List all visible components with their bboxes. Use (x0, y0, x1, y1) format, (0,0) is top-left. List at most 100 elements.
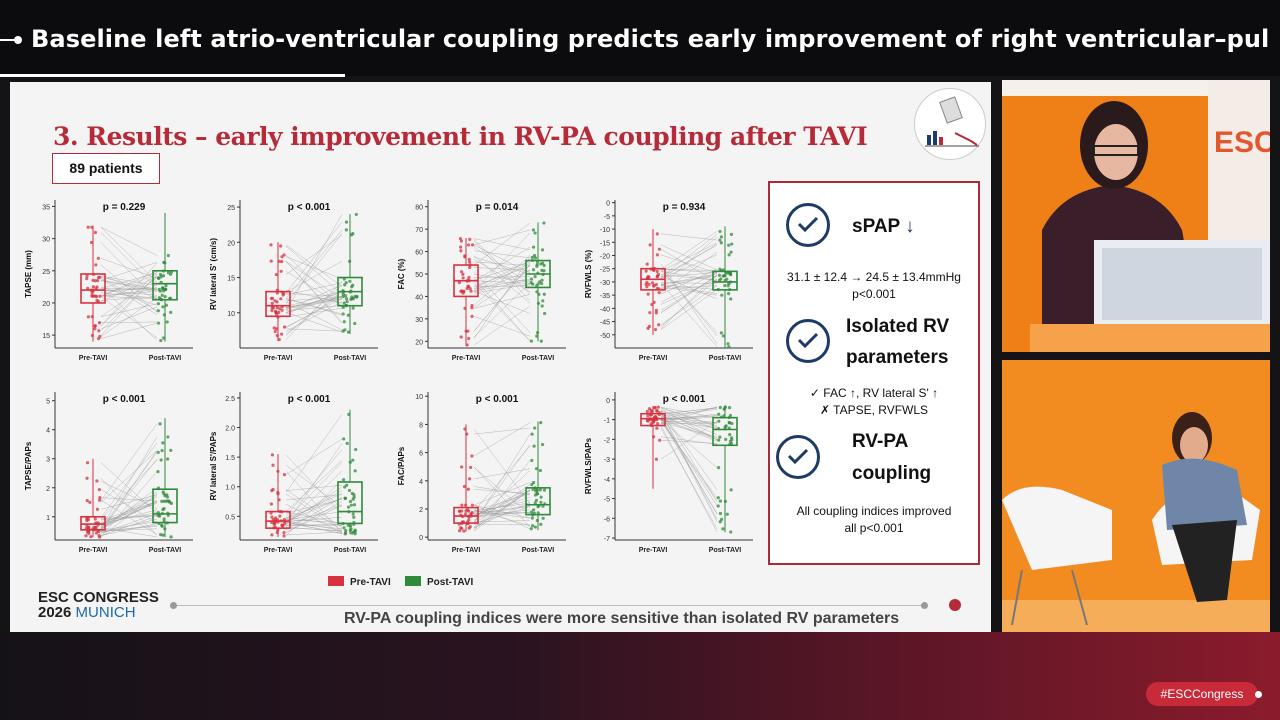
data-point (541, 516, 545, 520)
data-point (85, 518, 89, 523)
data-point (344, 297, 349, 301)
data-point (717, 412, 721, 416)
connector-line (660, 233, 718, 241)
data-point (533, 525, 538, 529)
data-point (342, 301, 346, 305)
data-point (281, 293, 285, 297)
connector-line (660, 272, 718, 278)
connector-line (660, 254, 718, 274)
connector-line (100, 278, 158, 316)
connector-line (473, 502, 531, 512)
data-point (536, 492, 540, 496)
connector-line (660, 413, 718, 420)
connector-line (473, 239, 531, 295)
data-point (345, 483, 349, 487)
data-point (349, 297, 353, 301)
session-title: Baseline left atrio-ventricular coupling… (31, 25, 1271, 53)
connector-line (473, 484, 531, 524)
chart-y-label: FAC (%) (397, 258, 406, 289)
chart-y-tick-label: -15 (600, 240, 610, 247)
connector-line (100, 321, 158, 324)
data-point (720, 517, 724, 521)
chart-y-tick-label: 0 (606, 398, 610, 405)
data-point (97, 535, 102, 539)
data-point (270, 515, 274, 519)
data-point (718, 238, 722, 242)
chart-y-tick-label: 2 (46, 486, 50, 493)
data-point (158, 422, 162, 426)
connector-line (660, 420, 718, 424)
connector-line (100, 306, 158, 330)
connector-line (100, 296, 158, 301)
data-point (530, 524, 535, 528)
data-point (470, 314, 474, 319)
chart-y-tick-label: -35 (600, 293, 610, 300)
chart-y-tick-label: -4 (604, 477, 610, 484)
data-point (542, 221, 546, 225)
box (337, 481, 363, 525)
data-point (162, 492, 166, 496)
data-point (156, 470, 160, 474)
data-point (158, 289, 162, 293)
data-point (459, 526, 463, 530)
connector-line (100, 303, 158, 318)
connector-line (285, 504, 343, 527)
data-point (719, 277, 723, 281)
data-point (530, 482, 534, 487)
connector-line (100, 521, 158, 531)
isolated-rv-heading-2: parameters (846, 347, 949, 368)
data-point (166, 435, 170, 439)
data-point (717, 419, 721, 423)
data-point (463, 512, 468, 516)
data-point (274, 310, 278, 315)
data-point (274, 516, 278, 520)
data-point (727, 243, 731, 247)
data-point (97, 488, 101, 492)
chart-y-tick-label: 2.0 (225, 426, 235, 433)
chart-y-tick-label: 50 (415, 272, 423, 279)
connector-line (100, 509, 158, 526)
data-point (269, 243, 273, 247)
connector-line (100, 527, 158, 538)
connector-line (285, 244, 343, 288)
data-point (461, 291, 465, 295)
data-point (536, 505, 540, 509)
connector-line (285, 221, 343, 294)
data-point (89, 535, 93, 539)
connector-line (660, 406, 718, 418)
data-point (273, 329, 277, 334)
connector-line (100, 471, 158, 537)
connector-line (660, 418, 718, 442)
data-point (540, 248, 545, 252)
data-point (89, 240, 94, 245)
data-point (341, 312, 345, 316)
data-point (457, 529, 462, 533)
data-point (729, 530, 733, 534)
connector-line (660, 416, 718, 515)
data-point (459, 245, 463, 249)
chart-y-tick-label: -40 (600, 306, 610, 313)
data-point (164, 303, 168, 307)
data-point (93, 324, 97, 328)
data-point (156, 450, 160, 454)
chart-y-tick-label: 80 (415, 205, 423, 212)
connector-line (100, 480, 158, 509)
data-point (90, 294, 95, 298)
connector-line (100, 262, 158, 281)
congress-logo-city: MUNICH (75, 604, 136, 621)
connector-line (100, 514, 158, 519)
data-point (529, 339, 533, 343)
connector-line (285, 328, 343, 332)
box (265, 510, 291, 529)
data-point (156, 302, 161, 306)
data-point (653, 406, 657, 410)
data-point (460, 503, 464, 507)
connector-line (285, 531, 343, 536)
data-point (269, 296, 274, 301)
connector-line (473, 489, 531, 494)
legend-post-swatch (405, 576, 421, 586)
connector-line (660, 268, 718, 271)
data-point (542, 263, 546, 268)
connector-line (660, 273, 718, 289)
chart-y-tick-label: -7 (604, 536, 610, 543)
